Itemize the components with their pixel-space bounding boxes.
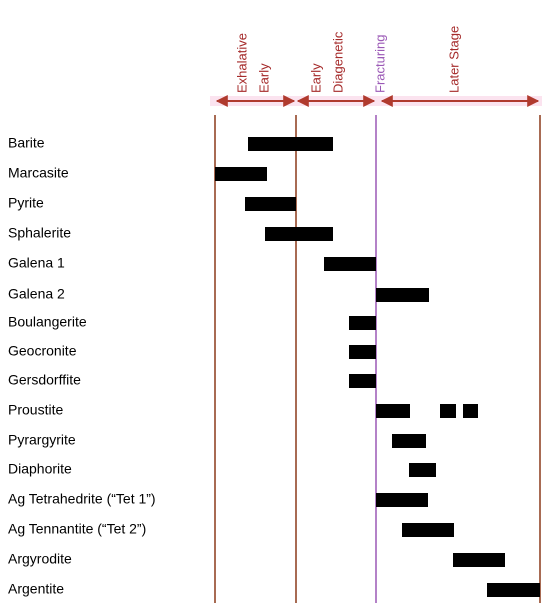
duration-bar xyxy=(440,404,456,418)
duration-bar xyxy=(402,523,454,537)
mineral-label: Argentite xyxy=(8,581,64,597)
mineral-label: Barite xyxy=(8,135,45,151)
mineral-label: Pyrite xyxy=(8,195,44,211)
duration-bar xyxy=(349,374,376,388)
duration-bar xyxy=(376,288,429,302)
duration-bar xyxy=(245,197,296,211)
duration-bar xyxy=(248,137,333,151)
duration-bar xyxy=(463,404,478,418)
mineral-label: Galena 2 xyxy=(8,286,65,302)
mineral-label: Ag Tetrahedrite (“Tet 1”) xyxy=(8,491,156,507)
duration-bar xyxy=(392,434,426,448)
stage-label: Diagenetic xyxy=(330,31,345,93)
duration-bar xyxy=(215,167,267,181)
stage-label: Early xyxy=(308,63,323,93)
mineral-label: Geocronite xyxy=(8,343,77,359)
duration-bar xyxy=(349,345,376,359)
duration-bar xyxy=(453,553,505,567)
duration-bar xyxy=(349,316,376,330)
duration-bar xyxy=(487,583,540,597)
mineral-label: Marcasite xyxy=(8,165,69,181)
stage-label: Exhalative xyxy=(234,33,249,93)
mineral-label: Argyrodite xyxy=(8,551,72,567)
duration-bar xyxy=(265,227,333,241)
stage-label: Later Stage xyxy=(446,26,461,93)
stage-label: Fracturing xyxy=(372,34,387,93)
mineral-label: Ag Tennantite (“Tet 2”) xyxy=(8,521,146,537)
mineral-label: Galena 1 xyxy=(8,255,65,271)
duration-bar xyxy=(409,463,436,477)
stage-label: Early xyxy=(256,63,271,93)
mineral-label: Diaphorite xyxy=(8,461,72,477)
mineral-label: Sphalerite xyxy=(8,225,71,241)
duration-bar xyxy=(324,257,376,271)
mineral-label: Gersdorffite xyxy=(8,372,81,388)
mineral-label: Pyrargyrite xyxy=(8,432,76,448)
duration-bar xyxy=(376,493,428,507)
duration-bar xyxy=(376,404,410,418)
mineral-label: Proustite xyxy=(8,402,63,418)
arrow-band xyxy=(210,96,542,106)
mineral-label: Boulangerite xyxy=(8,314,87,330)
